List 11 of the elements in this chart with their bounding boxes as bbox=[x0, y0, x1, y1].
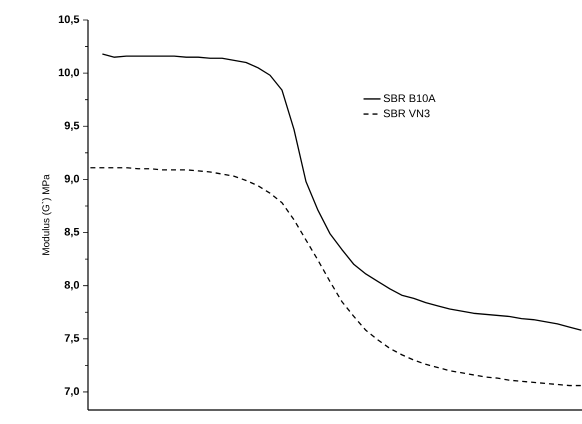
y-tick-label: 10,5 bbox=[58, 15, 80, 25]
y-tick-label: 8,0 bbox=[64, 281, 80, 290]
y-tick-label: 8,5 bbox=[64, 228, 80, 238]
y-tick-label: 9,0 bbox=[64, 174, 80, 184]
y-tick-label: 7,0 bbox=[64, 387, 80, 397]
legend-label: SBR VN3 bbox=[384, 110, 430, 118]
y-tick-label: 7,5 bbox=[64, 334, 80, 344]
legend-label: SBR B10A bbox=[384, 94, 436, 102]
y-tick-label: 10,0 bbox=[58, 68, 80, 78]
y-tick-label: 9,5 bbox=[64, 122, 80, 131]
y-axis-title: Modulus (G`) MPa bbox=[42, 174, 52, 255]
